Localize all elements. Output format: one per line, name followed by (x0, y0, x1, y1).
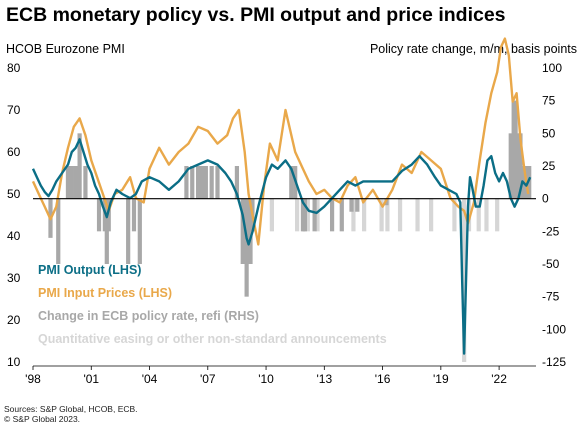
legend-item: PMI Output (LHS) (38, 263, 141, 277)
policy-rate-bar (131, 198, 137, 232)
x-tick-label: '22 (491, 372, 507, 386)
right-tick-label: -75 (542, 290, 560, 304)
policy-rate-bar (234, 166, 240, 199)
left-tick-label: 40 (7, 229, 21, 243)
policy-rate-bar (302, 198, 307, 232)
qe-announcement-bar (379, 198, 384, 232)
policy-rate-bar (73, 166, 78, 199)
policy-rate-bar (126, 198, 131, 264)
axes-layer: 10 20 30 40 50 60 70 80 -125 -100 -75 -50 -25 0 25 50 75… (7, 61, 566, 386)
policy-rate-bar (527, 166, 532, 199)
x-tick-label: '98 (25, 372, 41, 386)
policy-rate-bar (195, 166, 201, 199)
right-tick-label: -125 (542, 355, 566, 369)
qe-announcement-bar (295, 198, 300, 232)
policy-rate-bar (83, 166, 88, 199)
x-tick-label: '07 (200, 372, 216, 386)
left-axis-label: HCOB Eurozone PMI (6, 42, 125, 56)
right-tick-label: -50 (542, 257, 560, 271)
policy-rate-bar (137, 198, 142, 264)
right-tick-label: -100 (542, 322, 566, 336)
policy-rate-bar (69, 166, 74, 199)
qe-announcement-bar (362, 198, 367, 232)
legend: PMI Output (LHS) PMI Input Prices (LHS) Ch… (38, 263, 387, 346)
left-tick-label: 70 (7, 103, 21, 117)
policy-rate-bar (289, 166, 294, 199)
legend-item: Quantitative easing or other non-standar… (38, 332, 387, 346)
policy-rate-bar (65, 166, 71, 199)
qe-announcement-bar (466, 198, 472, 232)
qe-announcement-bar (476, 198, 481, 232)
policy-rate-bar (96, 198, 102, 232)
left-tick-label: 10 (7, 355, 21, 369)
right-tick-label: -25 (542, 224, 560, 238)
qe-announcement-bar (462, 198, 467, 362)
x-tick-label: '19 (433, 372, 449, 386)
qe-announcement-bar (315, 198, 320, 232)
policy-rate-bar (215, 166, 220, 199)
source-line-2: © S&P Global 2023. (4, 414, 81, 424)
left-tick-label: 50 (7, 187, 21, 201)
left-tick-label: 20 (7, 313, 21, 327)
policy-rate-bar (199, 166, 205, 199)
qe-announcement-bar (415, 198, 420, 232)
x-tick-label: '04 (142, 372, 158, 386)
policy-rate-bar (349, 198, 354, 212)
left-tick-label: 60 (7, 145, 21, 159)
left-tick-label: 30 (7, 271, 21, 285)
qe-announcement-bar (452, 198, 457, 232)
right-tick-label: 25 (542, 159, 556, 173)
x-tick-label: '13 (316, 372, 332, 386)
policy-rate-bar (355, 198, 360, 212)
policy-rate-bar (77, 133, 82, 199)
policy-rate-bar (312, 198, 317, 232)
pmi-output-line (31, 138, 532, 355)
series-lines-layer (31, 37, 532, 355)
policy-rate-bar (329, 198, 335, 232)
policy-rate-bar (209, 166, 214, 199)
right-axis-label: Policy rate change, m/m, basis points (369, 42, 577, 56)
policy-rate-bar (56, 198, 61, 264)
policy-rate-bar (106, 198, 111, 232)
qe-announcement-bar (397, 198, 403, 232)
policy-rate-bar (513, 100, 518, 199)
qe-announcement-bar (484, 198, 489, 232)
right-tick-label: 100 (542, 61, 562, 75)
x-tick-label: '16 (375, 372, 391, 386)
chart-title: ECB monetary policy vs. PMI output and p… (6, 4, 506, 26)
policy-rate-bar (339, 198, 344, 232)
x-tick-label: '10 (258, 372, 274, 386)
policy-rate-bar (518, 133, 523, 199)
legend-item: Change in ECB policy rate, refi (RHS) (38, 309, 259, 323)
qe-announcement-bar (429, 198, 434, 232)
policy-rate-bar (203, 166, 208, 199)
policy-rate-bar (184, 166, 189, 199)
qe-announcement-bar (495, 198, 500, 232)
qe-announcement-bar (385, 198, 390, 232)
pmi-input-prices-line (31, 37, 530, 246)
right-tick-label: 75 (542, 94, 556, 108)
qe-announcement-bar (269, 198, 274, 232)
legend-item: PMI Input Prices (LHS) (38, 286, 172, 300)
qe-announcement-bar (351, 198, 356, 232)
policy-rate-bar (508, 133, 513, 199)
right-tick-label: 50 (542, 126, 556, 140)
right-tick-label: 0 (542, 192, 549, 206)
left-tick-label: 80 (7, 61, 21, 75)
qe-announcement-bar (305, 198, 310, 232)
source-line-1: Sources: S&P Global, HCOB, ECB. (4, 404, 138, 414)
policy-rate-bar (190, 166, 195, 199)
x-tick-label: '01 (83, 372, 99, 386)
